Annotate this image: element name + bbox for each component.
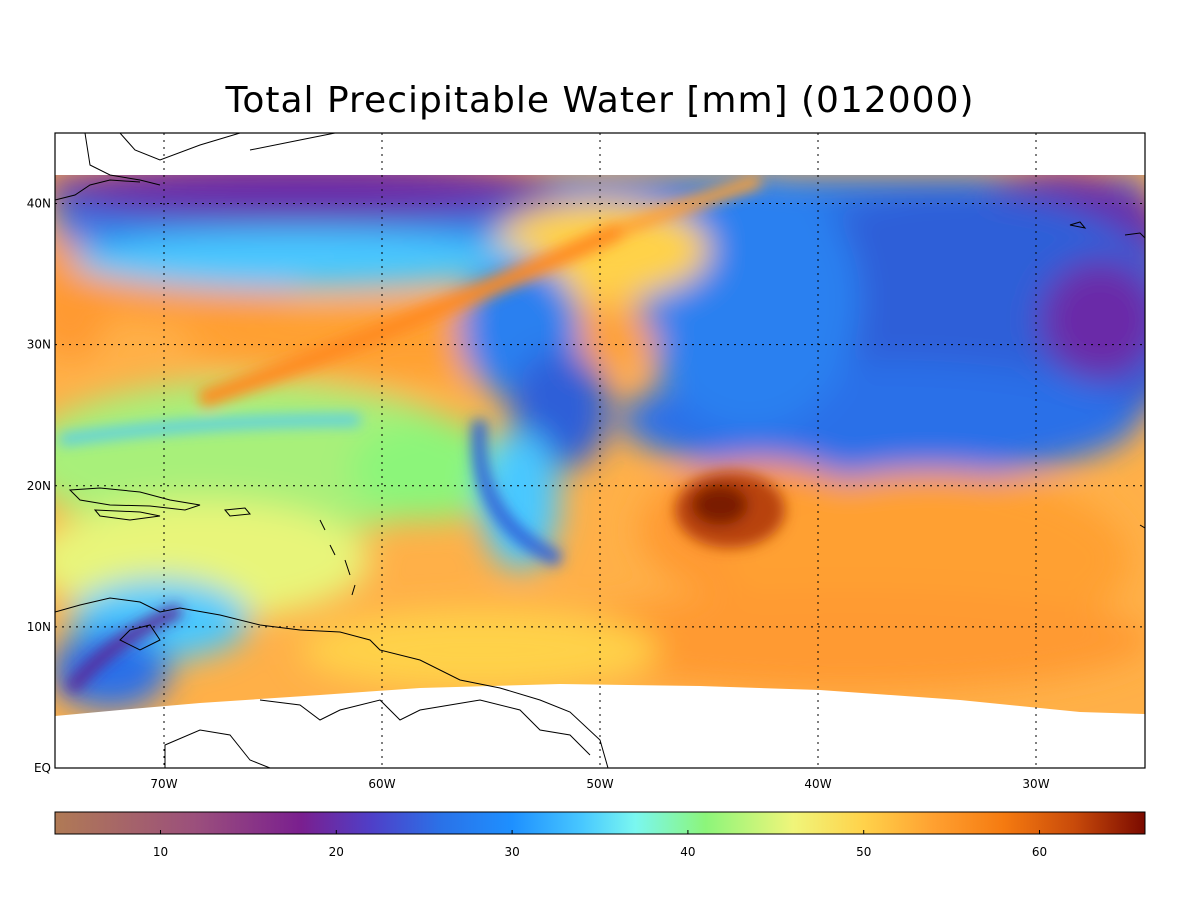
latitude-tick-label: 30N (27, 338, 51, 352)
longitude-tick-label: 30W (1022, 777, 1049, 791)
latitude-tick-label: 10N (27, 620, 51, 634)
colorbar-tick-label: 10 (153, 845, 168, 859)
longitude-tick-label: 50W (586, 777, 613, 791)
latitude-tick-label: 20N (27, 479, 51, 493)
longitude-tick-label: 60W (368, 777, 395, 791)
map-title: Total Precipitable Water [mm] (012000) (225, 80, 975, 121)
coastlines (55, 133, 1145, 768)
latitude-tick-label: EQ (34, 761, 51, 775)
colorbar-ticks: 10 20 30 40 50 60 (153, 830, 1047, 859)
latitude-tick-label: 40N (27, 197, 51, 211)
colorbar-tick-label: 50 (856, 845, 871, 859)
colorbar-tick-label: 20 (329, 845, 344, 859)
longitude-tick-label: 70W (150, 777, 177, 791)
map-gridlines (55, 133, 1145, 768)
latitude-labels: EQ 10N 20N 30N 40N (27, 197, 51, 775)
tpw-field (55, 133, 1145, 768)
colorbar-tick-label: 30 (504, 845, 519, 859)
longitude-labels: 70W 60W 50W 40W 30W (150, 777, 1049, 791)
colorbar-tick-label: 60 (1032, 845, 1047, 859)
map-frame (54, 132, 1146, 769)
colorbar-tick-label: 40 (680, 845, 695, 859)
longitude-tick-label: 40W (804, 777, 831, 791)
colorbar (54, 811, 1146, 835)
